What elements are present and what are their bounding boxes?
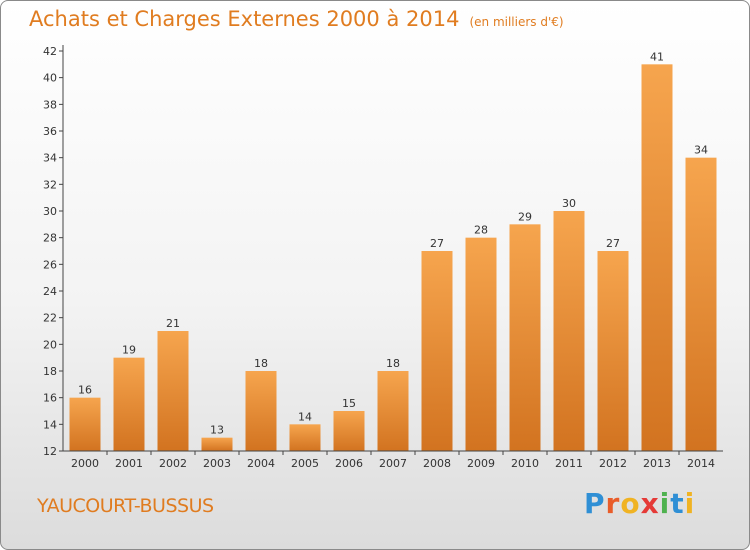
bar-2009 <box>465 237 497 451</box>
y-tick-label: 20 <box>43 338 57 351</box>
data-label-2009: 28 <box>474 224 488 237</box>
x-tick-label-2013: 2013 <box>643 457 671 470</box>
bar-2012 <box>597 251 629 451</box>
data-label-2006: 15 <box>342 397 356 410</box>
data-label-2003: 13 <box>210 424 224 437</box>
bar-2006 <box>333 411 365 451</box>
data-label-2004: 18 <box>254 357 268 370</box>
data-label-2000: 16 <box>78 384 92 397</box>
y-tick-label: 18 <box>43 365 57 378</box>
data-label-2002: 21 <box>166 317 180 330</box>
x-tick-label-2007: 2007 <box>379 457 407 470</box>
y-tick-label: 30 <box>43 205 57 218</box>
logo-letter: i <box>659 487 671 520</box>
y-tick-label: 42 <box>43 45 57 58</box>
data-label-2012: 27 <box>606 237 620 250</box>
x-axis: 2000 2001 2002 2003 2004 2005 2006 2007 2008 2009… <box>63 450 723 470</box>
data-label-2001: 19 <box>122 344 136 357</box>
bar-2005 <box>289 424 321 451</box>
bar-2013 <box>641 64 673 452</box>
y-tick-label: 24 <box>43 285 57 298</box>
chart-subtitle: (en milliers d'€) <box>469 15 564 29</box>
logo-letter: x <box>640 487 660 520</box>
x-tick-label-2014: 2014 <box>687 457 715 470</box>
x-tick-label-2006: 2006 <box>335 457 363 470</box>
y-tick-label: 28 <box>43 232 57 245</box>
y-axis: 12 14 16 18 20 22 24 26 28 30 32 34 36 38 40 42 <box>43 45 64 458</box>
x-tick-label-2009: 2009 <box>467 457 495 470</box>
data-label-2011: 30 <box>562 197 576 210</box>
data-label-2005: 14 <box>298 410 312 423</box>
logo-letter: t <box>670 487 685 520</box>
bar-2003 <box>201 437 233 451</box>
bar-2014 <box>685 157 717 451</box>
y-tick-label: 36 <box>43 125 57 138</box>
y-tick-label: 12 <box>43 445 57 458</box>
x-tick-label-2005: 2005 <box>291 457 319 470</box>
x-tick-label-2004: 2004 <box>247 457 275 470</box>
y-tick-label: 32 <box>43 178 57 191</box>
proxiti-logo: Proxiti <box>584 487 695 520</box>
y-tick-label: 14 <box>43 418 57 431</box>
data-label-2008: 27 <box>430 237 444 250</box>
bar-2007 <box>377 371 409 451</box>
data-label-2010: 29 <box>518 210 532 223</box>
bar-2002 <box>157 331 189 451</box>
data-label-2014: 34 <box>694 144 708 157</box>
bar-2000 <box>69 397 101 451</box>
x-tick-label-2001: 2001 <box>115 457 143 470</box>
x-tick-label-2008: 2008 <box>423 457 451 470</box>
data-label-2013: 41 <box>650 50 664 63</box>
logo-letter: o <box>620 487 641 520</box>
x-tick-label-2010: 2010 <box>511 457 539 470</box>
bar-2010 <box>509 224 541 451</box>
chart-title: Achats et Charges Externes 2000 à 2014 (e… <box>29 7 564 31</box>
y-tick-label: 22 <box>43 312 57 325</box>
town-name: YAUCOURT-BUSSUS <box>37 495 214 517</box>
bar-2001 <box>113 357 145 451</box>
bar-2008 <box>421 251 453 451</box>
y-tick-label: 40 <box>43 72 57 85</box>
x-tick-label-2011: 2011 <box>555 457 583 470</box>
x-tick-label-2000: 2000 <box>71 457 99 470</box>
y-tick-label: 26 <box>43 258 57 271</box>
y-tick-label: 16 <box>43 392 57 405</box>
bar-2004 <box>245 371 277 451</box>
x-tick-label-2003: 2003 <box>203 457 231 470</box>
bars: 16 19 21 13 18 14 15 18 27 28 29 30 27 41 34 <box>69 50 717 452</box>
logo-letter: i <box>684 487 696 520</box>
logo-letter: r <box>605 487 621 520</box>
bar-2011 <box>553 211 585 451</box>
logo-letter: P <box>584 487 606 520</box>
x-tick-label-2002: 2002 <box>159 457 187 470</box>
chart-title-text: Achats et Charges Externes 2000 à 2014 <box>29 7 460 31</box>
y-tick-label: 38 <box>43 98 57 111</box>
x-tick-label-2012: 2012 <box>599 457 627 470</box>
data-label-2007: 18 <box>386 357 400 370</box>
y-tick-label: 34 <box>43 152 57 165</box>
